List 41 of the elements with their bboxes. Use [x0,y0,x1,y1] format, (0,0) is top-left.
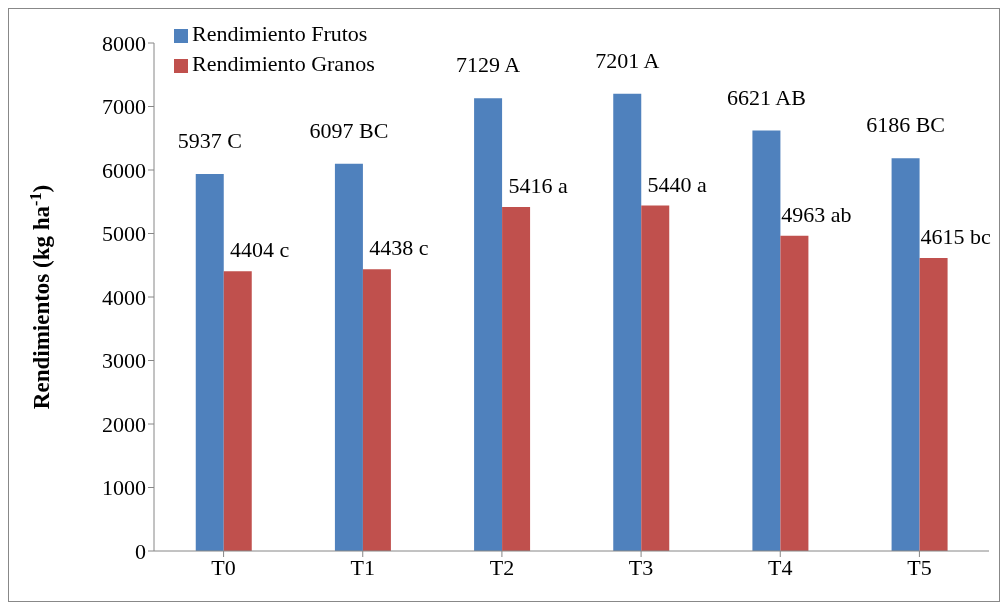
y-tick-label: 2000 [102,411,146,437]
data-label: 4963 ab [781,201,852,227]
bar [613,93,642,551]
legend-label: Rendimiento Granos [192,51,375,76]
y-tick-label: 1000 [102,475,146,501]
data-label: 5416 a [508,173,568,199]
bar [474,98,503,551]
data-label: 6097 BC [309,117,389,143]
data-label: 6186 BC [866,112,946,138]
bar [195,174,224,551]
x-tick-label: T2 [489,554,515,580]
bar [919,257,948,551]
y-tick-label: 5000 [102,221,146,247]
data-label: 4615 bc [920,223,991,249]
bar [780,235,809,551]
bar [223,271,252,551]
bar [362,269,391,551]
data-label: 6621 AB [726,84,806,110]
x-tick-label: T0 [211,554,236,580]
data-label: 4438 c [369,235,429,261]
x-tick-label: T4 [768,554,793,580]
bar [641,205,670,551]
x-tick-label: T1 [350,554,375,580]
y-tick-label: 3000 [102,348,146,374]
bar [334,163,363,551]
legend-label: Rendimiento Frutos [192,21,368,46]
x-tick-label: T5 [907,554,932,580]
data-label: 7129 A [455,52,521,78]
x-tick-label: T3 [628,554,654,580]
y-tick-label: 7000 [102,94,146,120]
y-tick-label: 4000 [102,284,146,310]
data-label: 4404 c [230,237,290,263]
data-label: 5937 C [177,128,242,153]
y-tick-label: 0 [135,538,146,564]
data-label: 7201 A [595,47,660,73]
y-tick-label: 8000 [102,30,146,56]
bar [752,130,781,551]
bar [502,207,531,551]
data-label: 5440 a [647,171,708,197]
bar [891,158,920,551]
y-tick-label: 6000 [102,157,146,183]
